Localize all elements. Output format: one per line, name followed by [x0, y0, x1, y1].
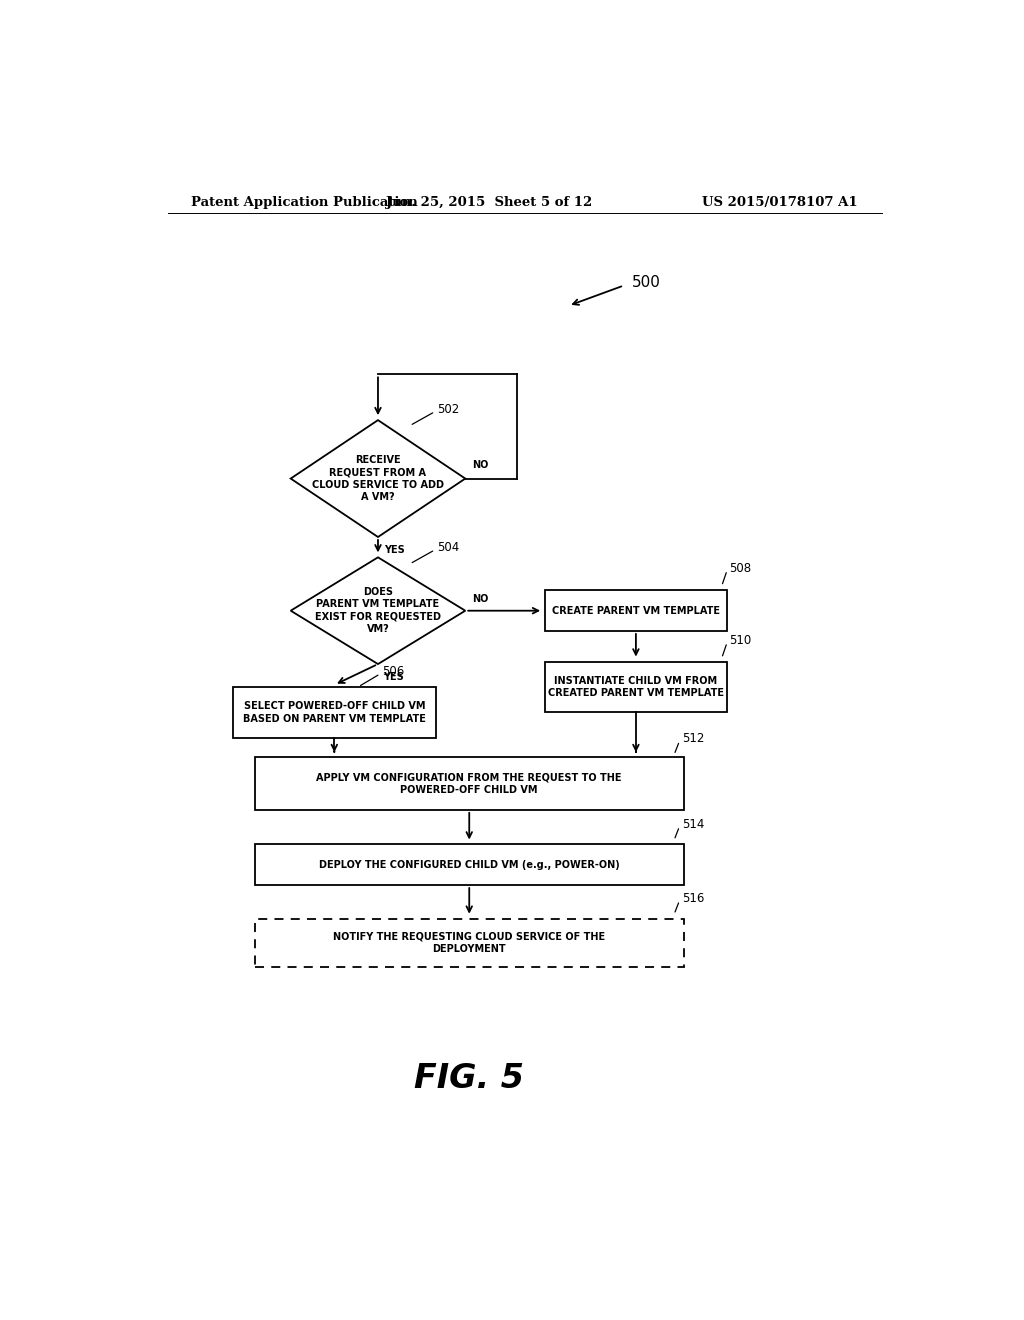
Text: APPLY VM CONFIGURATION FROM THE REQUEST TO THE
POWERED-OFF CHILD VM: APPLY VM CONFIGURATION FROM THE REQUEST … — [316, 772, 622, 795]
Text: CREATE PARENT VM TEMPLATE: CREATE PARENT VM TEMPLATE — [552, 606, 720, 615]
Text: YES: YES — [384, 545, 406, 556]
Text: 504: 504 — [437, 541, 460, 554]
Text: NO: NO — [472, 461, 488, 470]
Text: DOES
PARENT VM TEMPLATE
EXIST FOR REQUESTED
VM?: DOES PARENT VM TEMPLATE EXIST FOR REQUES… — [315, 587, 441, 635]
Bar — [255, 845, 684, 886]
Text: US 2015/0178107 A1: US 2015/0178107 A1 — [702, 195, 858, 209]
Text: YES: YES — [383, 672, 403, 682]
Bar — [545, 590, 727, 631]
Text: Jun. 25, 2015  Sheet 5 of 12: Jun. 25, 2015 Sheet 5 of 12 — [386, 195, 592, 209]
Text: 508: 508 — [729, 561, 752, 574]
Text: DEPLOY THE CONFIGURED CHILD VM (e.g., POWER-ON): DEPLOY THE CONFIGURED CHILD VM (e.g., PO… — [318, 859, 620, 870]
Bar — [255, 919, 684, 968]
Text: 510: 510 — [729, 634, 752, 647]
Text: NO: NO — [472, 594, 488, 603]
Text: 502: 502 — [437, 403, 460, 416]
Text: Patent Application Publication: Patent Application Publication — [191, 195, 418, 209]
Bar — [255, 758, 684, 810]
Text: NOTIFY THE REQUESTING CLOUD SERVICE OF THE
DEPLOYMENT: NOTIFY THE REQUESTING CLOUD SERVICE OF T… — [333, 932, 605, 954]
Text: 514: 514 — [682, 817, 705, 830]
Text: SELECT POWERED-OFF CHILD VM
BASED ON PARENT VM TEMPLATE: SELECT POWERED-OFF CHILD VM BASED ON PAR… — [243, 701, 426, 723]
Text: FIG. 5: FIG. 5 — [415, 1061, 524, 1094]
Text: 512: 512 — [682, 733, 705, 746]
Text: 516: 516 — [682, 892, 705, 904]
Bar — [545, 661, 727, 713]
Text: RECEIVE
REQUEST FROM A
CLOUD SERVICE TO ADD
A VM?: RECEIVE REQUEST FROM A CLOUD SERVICE TO … — [312, 455, 444, 502]
Text: 500: 500 — [632, 275, 660, 290]
Text: INSTANTIATE CHILD VM FROM
CREATED PARENT VM TEMPLATE: INSTANTIATE CHILD VM FROM CREATED PARENT… — [548, 676, 724, 698]
Bar — [233, 686, 435, 738]
Text: 506: 506 — [382, 665, 404, 678]
